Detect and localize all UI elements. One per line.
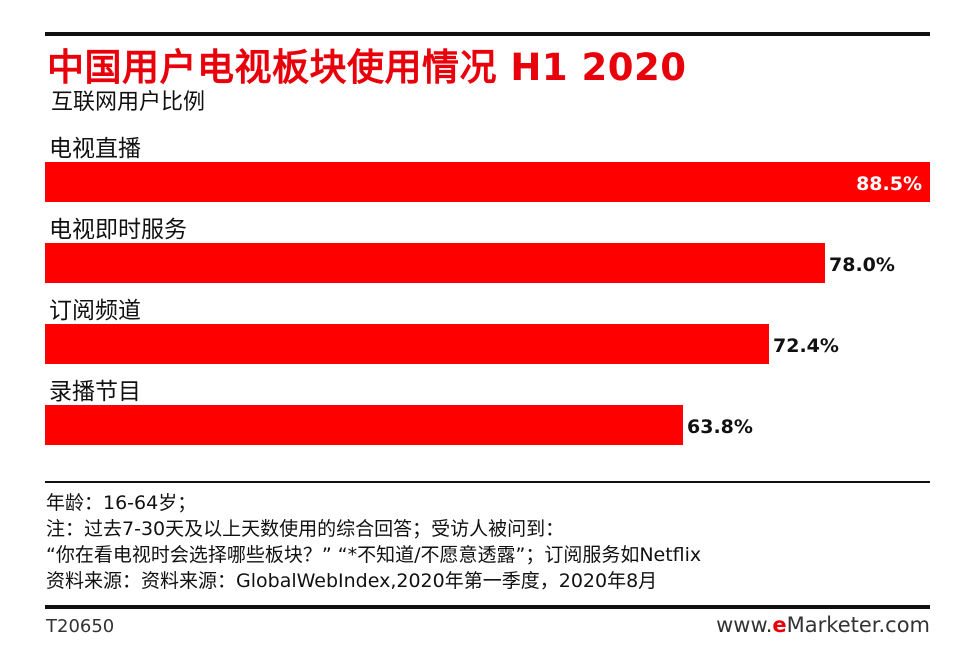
divider-rule	[45, 481, 930, 483]
note-method: 注：过去7-30天及以上天数使用的综合回答；受访人被问到：	[46, 518, 565, 540]
bar-chart: 电视直播 88.5% 电视即时服务 78.0% 订阅频道 72.4% 录播节目 63.8%	[45, 136, 930, 445]
chart-notes: 年龄：16-64岁； 注：过去7-30天及以上天数使用的综合回答；受访人被问到：…	[46, 490, 701, 594]
value-label-subscription: 72.4%	[773, 335, 839, 357]
brand-link[interactable]: www.eMarketer.com	[716, 613, 930, 637]
category-label-subscription: 订阅频道	[49, 298, 141, 324]
chart-id: T20650	[46, 616, 115, 637]
value-label-live-tv: 88.5%	[856, 173, 922, 195]
brand-suffix: Marketer.com	[786, 613, 930, 637]
note-source: 资料来源：资料来源：GlobalWebIndex,2020年第一季度，2020年…	[46, 570, 658, 592]
chart-subtitle: 互联网用户比例	[51, 90, 206, 115]
brand-accent: e	[772, 613, 787, 637]
category-label-instant-tv: 电视即时服务	[49, 217, 187, 243]
brand-prefix: www.	[716, 613, 773, 637]
value-label-instant-tv: 78.0%	[829, 254, 895, 276]
bar-subscription	[45, 324, 769, 364]
chart-title: 中国用户电视板块使用情况 H1 2020	[47, 46, 687, 89]
category-label-recorded: 录播节目	[49, 379, 141, 405]
bar-recorded	[45, 405, 683, 445]
value-label-recorded: 63.8%	[687, 416, 753, 438]
note-age: 年龄：16-64岁；	[46, 492, 197, 514]
bar-instant-tv	[45, 243, 825, 283]
bar-live-tv	[45, 162, 930, 202]
top-rule	[45, 32, 930, 36]
bottom-rule	[45, 605, 930, 609]
note-question: “你在看电视时会选择哪些板块？” “*不知道/不愿意透露”；订阅服务如Netfl…	[46, 544, 702, 566]
category-label-live-tv: 电视直播	[49, 136, 141, 162]
